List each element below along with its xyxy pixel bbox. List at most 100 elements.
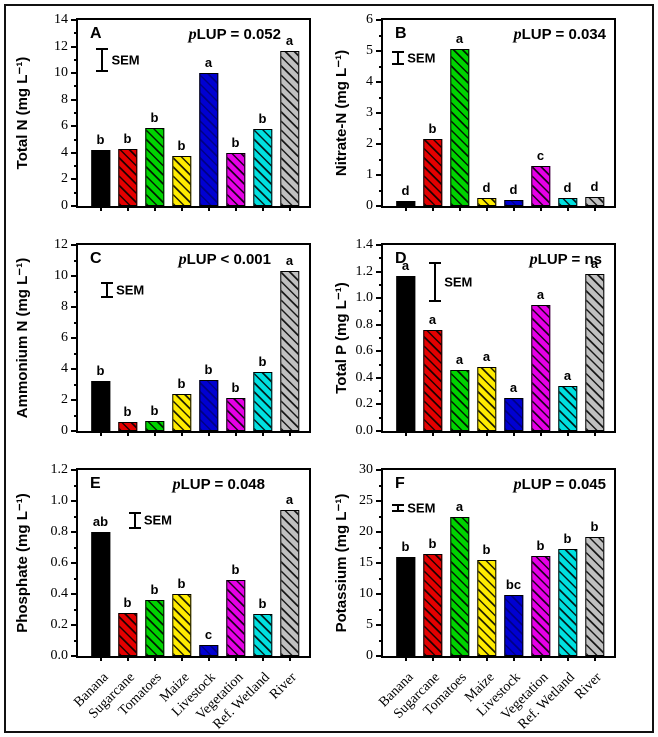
x-tick-mark <box>288 431 291 436</box>
significance-letter: a <box>482 349 491 365</box>
y-tick-mark <box>376 297 383 300</box>
bars-area: d b a d d c d d <box>392 20 608 211</box>
y-tick-label: 2 <box>366 136 373 151</box>
y-tick-label: 4 <box>61 361 68 376</box>
significance-letter: b <box>231 134 240 150</box>
y-tick-mark <box>71 72 78 75</box>
bar-slot-maize: d <box>473 20 500 211</box>
y-tick-label: 4 <box>61 144 68 160</box>
y-minor-tick-mark <box>379 96 383 99</box>
bar-slot-sugarcane: b <box>114 245 141 436</box>
bar-river <box>279 510 300 656</box>
x-tick-mark <box>99 656 102 661</box>
y-tick-label: 30 <box>359 462 373 477</box>
significance-letter: bc <box>505 577 522 593</box>
y-minor-tick-mark <box>379 416 383 419</box>
x-tick-mark <box>512 431 515 436</box>
bar-slot-livestock: a <box>500 245 527 436</box>
y-tick-mark <box>376 376 383 379</box>
x-axis-category-labels: Banana Sugarcane Tomatoes Maize Livestock Veg… <box>71 664 303 731</box>
bar-slot-sugarcane: b <box>419 20 446 211</box>
y-minor-tick-mark <box>74 608 78 611</box>
x-tick-mark <box>431 656 434 661</box>
significance-letter: d <box>563 180 572 196</box>
sem-label: SEM <box>111 52 140 68</box>
bar-slot-river: a <box>276 20 303 211</box>
bar-slot-sugarcane: b <box>114 20 141 211</box>
y-tick-label: 10 <box>359 586 373 601</box>
significance-letter: b <box>177 137 186 153</box>
y-tick-label: 10 <box>54 268 68 283</box>
x-tick-mark <box>485 431 488 436</box>
y-tick-mark <box>71 430 78 432</box>
bar-slot-maize: b <box>168 20 195 211</box>
bar-slot-tomatoes: a <box>446 245 473 436</box>
bar-ref-wetland <box>557 198 578 206</box>
y-tick-label: 0.6 <box>50 555 69 570</box>
bar-ref-wetland <box>557 385 578 431</box>
bar-river <box>279 50 300 206</box>
bar-slot-tomatoes: b <box>141 245 168 436</box>
y-tick-label: 5 <box>366 43 373 58</box>
x-tick-mark <box>593 206 596 211</box>
bar-slot-livestock: c <box>195 470 222 661</box>
y-tick-label: 25 <box>359 493 373 508</box>
bar-tomatoes <box>144 127 165 206</box>
x-tick-mark <box>431 431 434 436</box>
y-axis-title: Phosphate (mg L⁻¹) <box>14 493 31 633</box>
x-tick-mark <box>404 656 407 661</box>
bar-maize <box>171 393 192 431</box>
bar-slot-vegetation: a <box>527 245 554 436</box>
x-tick-mark <box>234 656 237 661</box>
y-tick-label: 6 <box>61 118 68 134</box>
y-tick-mark <box>376 350 383 353</box>
p-italic: p <box>172 476 181 493</box>
y-minor-tick-mark <box>74 515 78 518</box>
significance-letter: a <box>285 32 294 48</box>
bar-slot-ref-wetland: b <box>249 470 276 661</box>
bar-river <box>584 196 605 206</box>
x-tick-mark <box>126 431 129 436</box>
x-tick-mark <box>458 206 461 211</box>
p-italic: p <box>513 26 522 43</box>
sem-error-bar: SEM <box>392 50 435 65</box>
bar-ref-wetland <box>252 128 273 206</box>
sem-label: SEM <box>444 274 473 290</box>
x-tick-mark <box>180 431 183 436</box>
panel-letter: E <box>90 475 101 492</box>
significance-letter: a <box>428 312 437 328</box>
y-minor-tick-mark <box>379 639 383 642</box>
bar-slot-maize: b <box>473 470 500 661</box>
x-tick-mark <box>512 206 515 211</box>
y-tick-label: 14 <box>54 12 68 27</box>
bars-area: b b b b a b b a <box>87 20 303 211</box>
significance-letter: b <box>177 576 186 591</box>
y-minor-tick-mark <box>379 34 383 37</box>
y-tick-label: 2 <box>61 171 68 187</box>
sem-vertical-line <box>397 503 400 513</box>
y-tick-label: 2 <box>61 392 68 407</box>
y-minor-tick-mark <box>74 58 78 61</box>
bar-maize <box>171 155 192 206</box>
y-tick-mark <box>376 244 383 246</box>
bar-river <box>584 536 605 656</box>
y-tick-mark <box>71 655 78 657</box>
sem-bottom-cap <box>101 295 114 298</box>
bar-vegetation <box>225 152 246 206</box>
y-tick-label: 0.4 <box>50 586 69 601</box>
y-tick-label: 0.6 <box>355 343 374 359</box>
x-axis-category-labels: Banana Sugarcane Tomatoes Maize Livestock Veg… <box>376 664 608 731</box>
x-tick-mark <box>566 431 569 436</box>
p-value-annotation: pLUP = 0.034 <box>513 26 606 43</box>
x-tick-mark <box>458 656 461 661</box>
y-minor-tick-mark <box>74 484 78 487</box>
bar-slot-tomatoes: b <box>141 470 168 661</box>
significance-letter: b <box>123 130 132 146</box>
y-tick-label: 0.2 <box>355 396 374 412</box>
significance-letter: b <box>150 582 159 598</box>
p-italic: p <box>529 251 538 268</box>
y-tick-label: 1 <box>366 167 373 182</box>
